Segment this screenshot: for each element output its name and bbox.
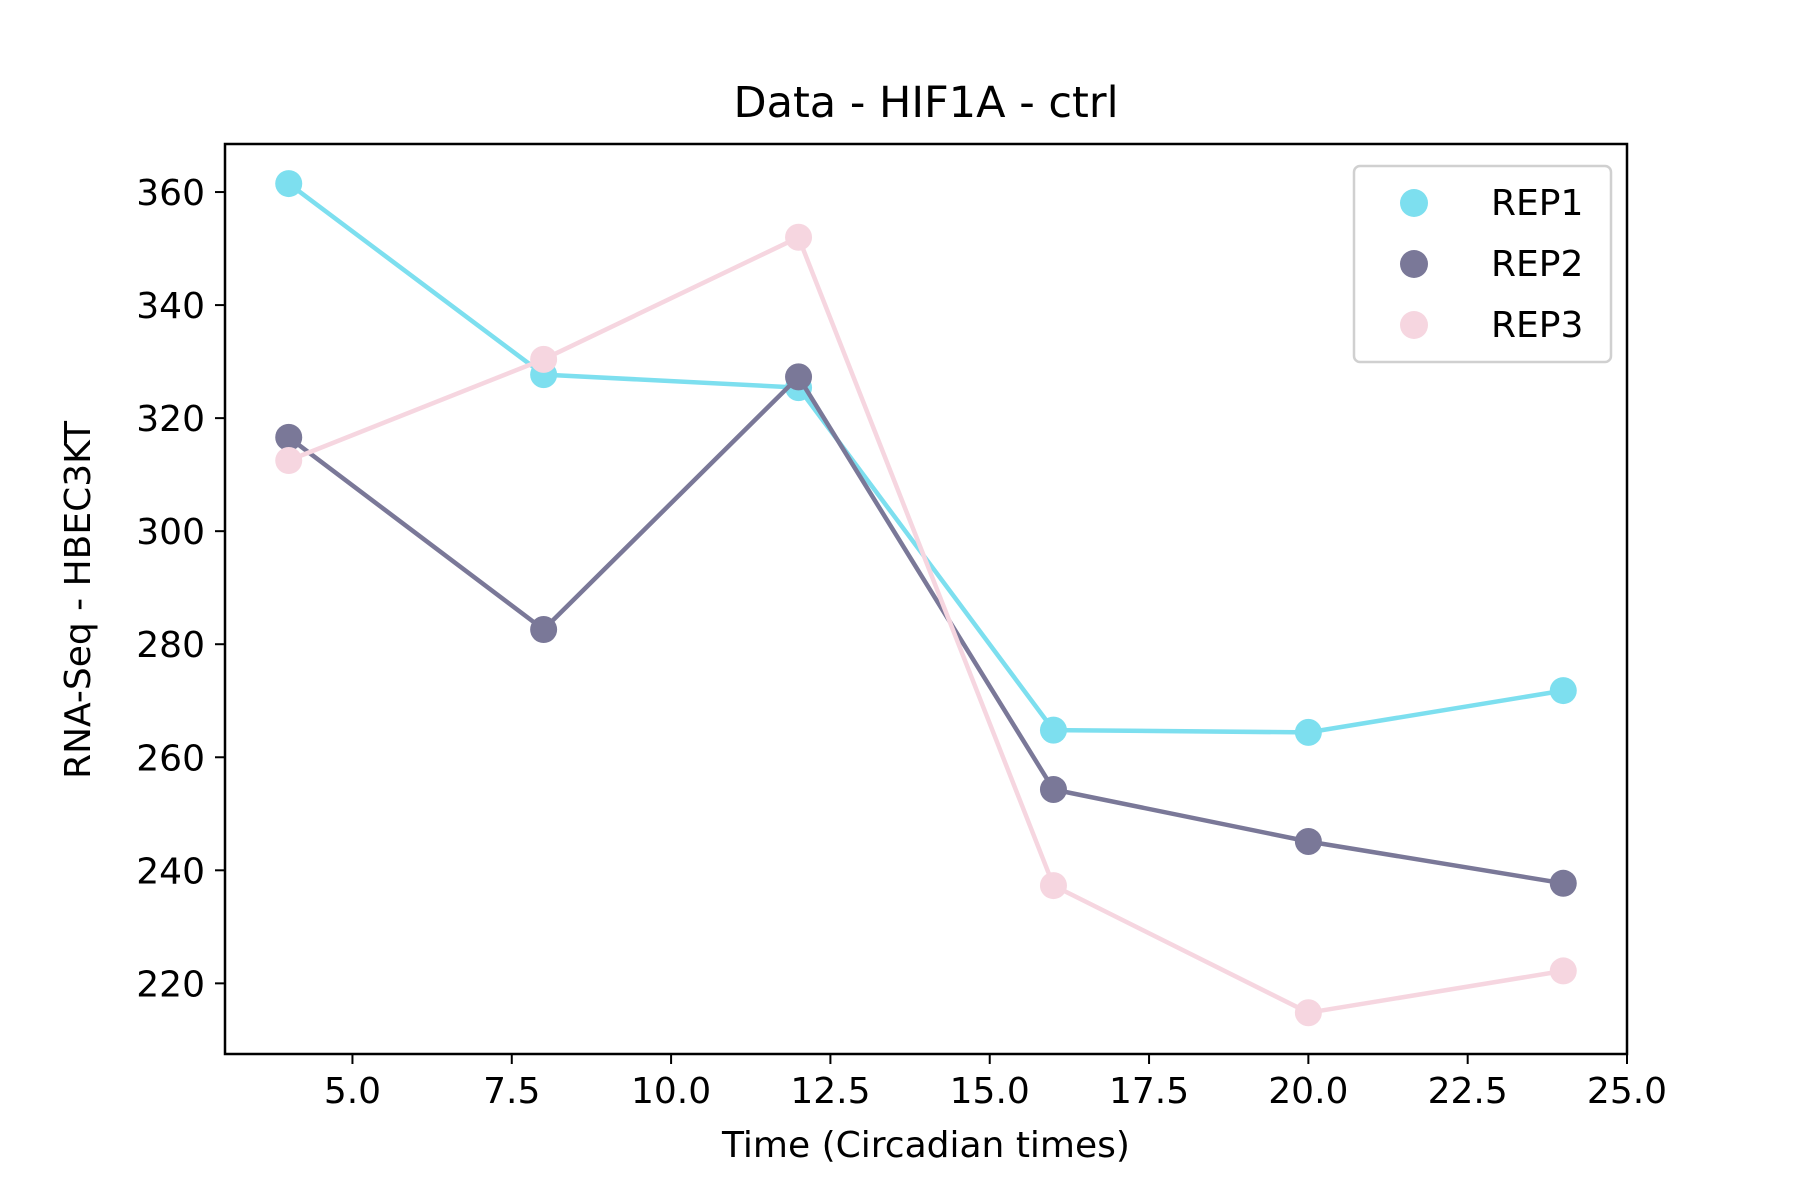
x-tick-label: 17.5 [1109,1071,1189,1112]
x-tick-label: 12.5 [790,1071,870,1112]
data-point-rep1 [1549,677,1577,705]
data-point-rep2 [530,616,558,644]
y-tick-label: 280 [136,625,205,666]
series-layer [275,170,1577,1027]
legend-label-rep1: REP1 [1491,183,1583,224]
x-tick-label: 7.5 [483,1071,540,1112]
y-tick-label: 240 [136,851,205,892]
series-line-rep2 [287,374,1564,886]
x-tick-label: 10.0 [631,1071,711,1112]
data-point-rep3 [1039,872,1067,900]
y-tick-label: 360 [136,173,205,214]
x-tick-label: 20.0 [1268,1071,1348,1112]
data-point-rep2 [1294,827,1322,855]
y-tick-label: 340 [136,286,205,327]
y-tick-label: 260 [136,738,205,779]
x-axis-label: Time (Circadian times) [721,1125,1130,1166]
y-tick-label: 220 [136,964,205,1005]
axes-layer: 5.0 7.5 10.0 12.5 15.0 17.5 20.0 22.5 25.0 220 240… [136,142,1667,1112]
x-tick-label: 22.5 [1428,1071,1508,1112]
data-point-rep3 [275,447,303,475]
legend: REP1 REP2 REP3 [1352,164,1613,364]
data-point-rep2 [785,363,813,391]
data-point-rep3 [785,223,813,251]
y-axis-label: RNA-Seq - HBEC3KT [58,420,99,779]
series-line-rep3 [287,235,1564,1015]
y-tick-label: 300 [136,512,205,553]
legend-marker-rep2 [1400,250,1428,278]
data-point-rep1 [275,170,303,198]
data-point-rep1 [1039,716,1067,744]
data-point-rep3 [530,345,558,373]
data-point-rep2 [275,423,303,451]
x-tick-label: 25.0 [1587,1071,1667,1112]
chart-title: Data - HIF1A - ctrl [733,78,1118,128]
plot-frame [223,142,1629,1056]
legend-marker-rep3 [1400,311,1428,339]
data-point-rep3 [1294,999,1322,1027]
data-point-rep2 [1549,869,1577,897]
x-tick-label: 5.0 [324,1071,381,1112]
legend-label-rep2: REP2 [1491,244,1583,285]
data-point-rep3 [1549,957,1577,985]
x-tick-label: 15.0 [950,1071,1030,1112]
legend-label-rep3: REP3 [1491,305,1583,346]
y-tick-label: 320 [136,399,205,440]
data-point-rep1 [1294,718,1322,746]
data-point-rep2 [1039,775,1067,803]
legend-marker-rep1 [1400,189,1428,217]
